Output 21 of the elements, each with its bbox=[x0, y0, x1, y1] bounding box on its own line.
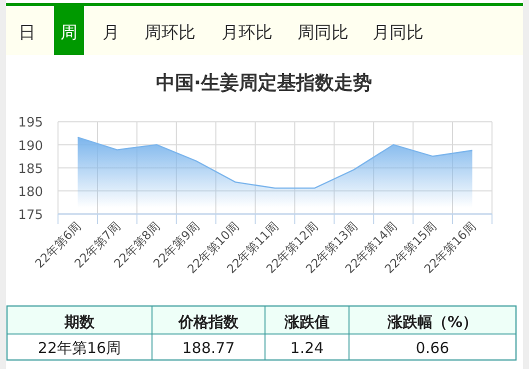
text: 周 bbox=[60, 23, 78, 43]
text: 涨跌值 bbox=[284, 313, 330, 331]
text: 价格指数 bbox=[178, 313, 240, 331]
y-tick-label: 175 bbox=[18, 208, 43, 223]
text: 期数 bbox=[64, 313, 96, 331]
y-tick-label: 190 bbox=[18, 138, 43, 154]
text: 月环比 bbox=[222, 23, 272, 43]
y-tick-label: 180 bbox=[18, 184, 43, 200]
text: 月 bbox=[102, 23, 120, 43]
text: 周同比 bbox=[298, 23, 348, 43]
text: 188.77 bbox=[182, 339, 235, 357]
text: 日 bbox=[18, 23, 36, 43]
text: 0.66 bbox=[416, 339, 450, 357]
text: 周环比 bbox=[144, 23, 196, 43]
text: 1.24 bbox=[290, 339, 324, 357]
text: 22年第16周 bbox=[38, 339, 122, 357]
chart-title: 中国·生姜周定基指数走势 bbox=[156, 72, 372, 94]
text: 月同比 bbox=[372, 23, 424, 43]
text: 涨跌幅（%） bbox=[386, 313, 478, 331]
y-tick-label: 195 bbox=[18, 116, 43, 131]
y-tick-label: 185 bbox=[18, 162, 43, 177]
